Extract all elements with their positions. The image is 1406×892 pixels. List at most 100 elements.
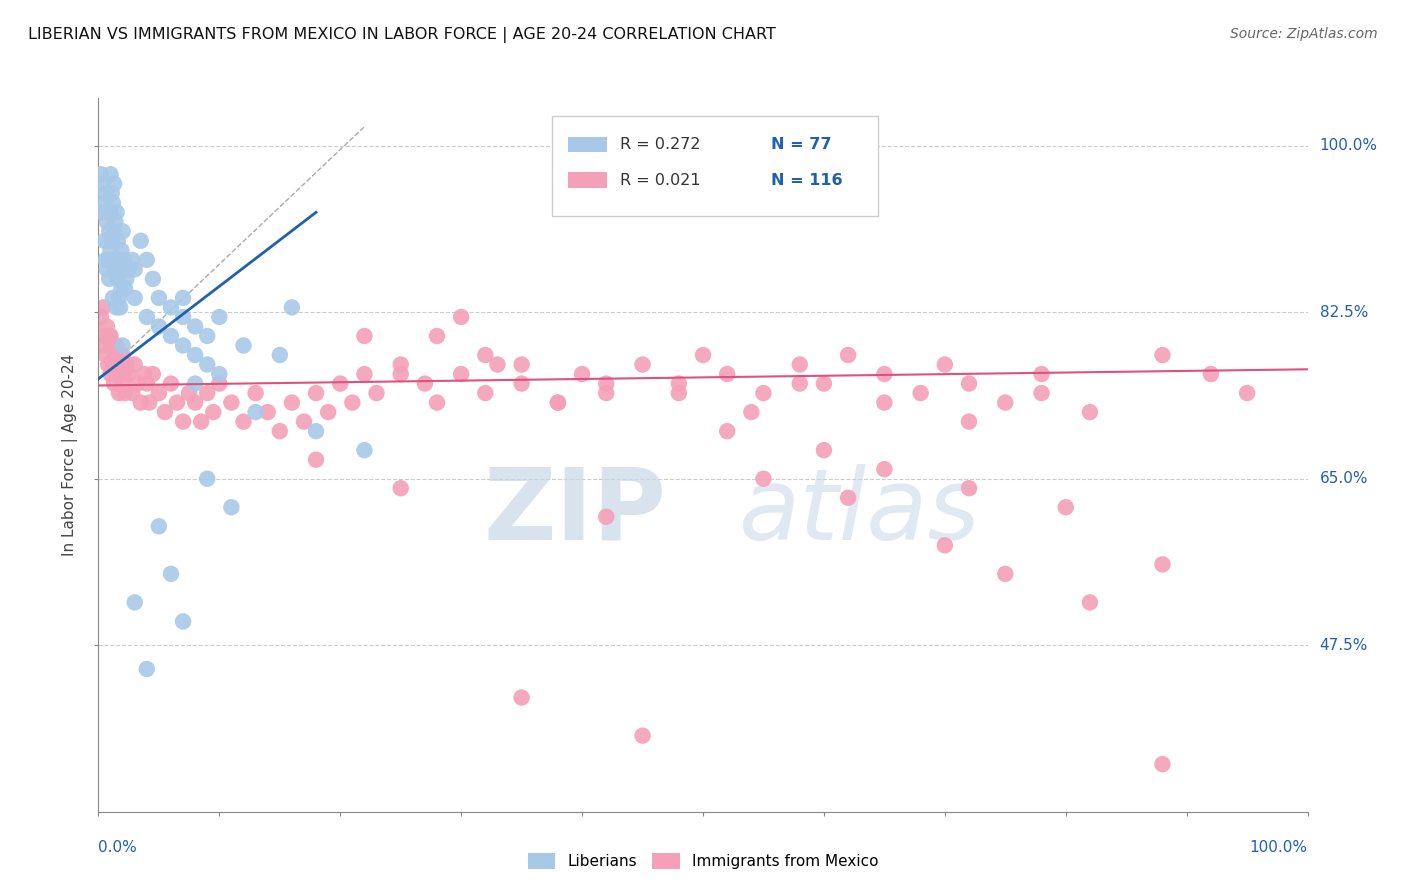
- Point: [115, 358, 138, 372]
- Point: [957, 481, 980, 495]
- Point: [934, 538, 956, 552]
- Point: [121, 386, 143, 401]
- Point: [177, 386, 201, 401]
- Point: [108, 386, 131, 401]
- Point: [873, 462, 896, 476]
- Point: [195, 358, 218, 372]
- Point: [195, 472, 218, 486]
- Point: [1199, 367, 1222, 381]
- Point: [135, 310, 157, 324]
- Point: [595, 376, 617, 391]
- Point: [389, 481, 412, 495]
- Point: [486, 358, 509, 372]
- Point: [208, 367, 231, 381]
- Point: [104, 262, 127, 277]
- Text: N = 116: N = 116: [770, 173, 842, 187]
- Point: [245, 405, 267, 419]
- Point: [305, 386, 328, 401]
- Point: [112, 252, 135, 267]
- Text: atlas: atlas: [740, 464, 981, 560]
- Point: [547, 395, 569, 409]
- Point: [716, 424, 738, 438]
- Point: [98, 329, 121, 343]
- Point: [148, 386, 170, 401]
- Point: [571, 367, 593, 381]
- Point: [104, 348, 127, 362]
- Point: [107, 272, 129, 286]
- Point: [1152, 757, 1174, 772]
- Text: LIBERIAN VS IMMIGRANTS FROM MEXICO IN LABOR FORCE | AGE 20-24 CORRELATION CHART: LIBERIAN VS IMMIGRANTS FROM MEXICO IN LA…: [28, 27, 776, 43]
- Point: [108, 301, 131, 315]
- Point: [103, 376, 125, 391]
- Point: [1078, 405, 1101, 419]
- Text: R = 0.272: R = 0.272: [620, 137, 716, 152]
- Point: [668, 376, 690, 391]
- Point: [135, 252, 157, 267]
- Point: [668, 386, 690, 401]
- Point: [316, 405, 339, 419]
- Point: [789, 376, 811, 391]
- Text: 0.0%: 0.0%: [98, 840, 138, 855]
- Point: [474, 348, 496, 362]
- Point: [118, 367, 141, 381]
- Point: [184, 319, 207, 334]
- Point: [595, 386, 617, 401]
- Point: [107, 358, 129, 372]
- Point: [105, 338, 128, 352]
- Point: [631, 729, 654, 743]
- Point: [111, 262, 134, 277]
- Point: [104, 215, 127, 229]
- Point: [127, 376, 149, 391]
- Point: [121, 252, 143, 267]
- Point: [110, 244, 132, 258]
- Point: [837, 348, 859, 362]
- Point: [100, 186, 122, 201]
- Point: [108, 262, 131, 277]
- Point: [934, 358, 956, 372]
- Point: [353, 329, 375, 343]
- Text: N = 77: N = 77: [770, 137, 831, 152]
- Point: [166, 395, 188, 409]
- Point: [292, 415, 315, 429]
- Point: [245, 386, 267, 401]
- Point: [202, 405, 225, 419]
- Point: [160, 301, 183, 315]
- Point: [281, 301, 304, 315]
- Point: [195, 329, 218, 343]
- Point: [172, 310, 194, 324]
- Point: [96, 262, 118, 277]
- Point: [353, 443, 375, 458]
- Legend: Liberians, Immigrants from Mexico: Liberians, Immigrants from Mexico: [522, 847, 884, 875]
- Point: [873, 367, 896, 381]
- Point: [190, 415, 212, 429]
- Point: [208, 310, 231, 324]
- Point: [94, 348, 117, 362]
- Point: [105, 301, 128, 315]
- Point: [124, 595, 146, 609]
- Point: [100, 338, 122, 352]
- Point: [269, 424, 291, 438]
- Point: [114, 386, 136, 401]
- Point: [103, 177, 125, 191]
- Point: [148, 291, 170, 305]
- Point: [1031, 386, 1053, 401]
- Point: [752, 472, 775, 486]
- Point: [269, 348, 291, 362]
- Point: [342, 395, 364, 409]
- Point: [93, 195, 115, 210]
- Point: [160, 566, 183, 581]
- Point: [91, 301, 114, 315]
- Point: [510, 690, 533, 705]
- Point: [148, 519, 170, 533]
- Point: [94, 186, 117, 201]
- Point: [142, 367, 165, 381]
- Point: [153, 405, 176, 419]
- Point: [994, 566, 1017, 581]
- Point: [994, 395, 1017, 409]
- Point: [135, 376, 157, 391]
- Bar: [568, 172, 607, 188]
- Point: [450, 367, 472, 381]
- Point: [94, 252, 117, 267]
- Point: [716, 367, 738, 381]
- Point: [100, 234, 122, 248]
